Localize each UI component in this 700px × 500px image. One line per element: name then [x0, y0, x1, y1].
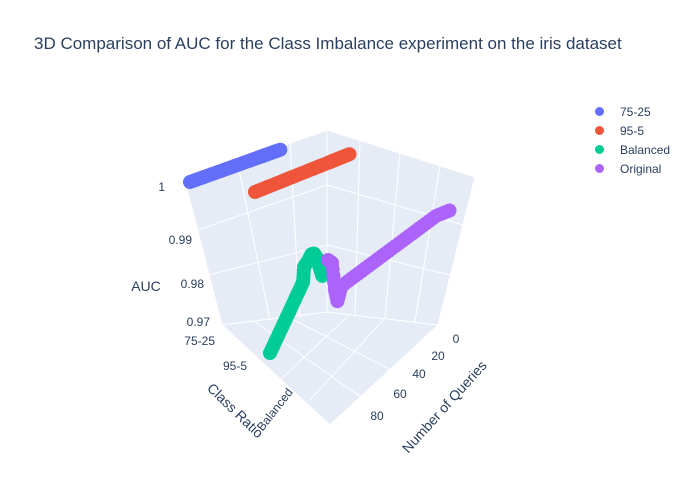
series-layer — [183, 142, 457, 360]
x-tick-label: 60 — [393, 387, 407, 401]
x-tick-label: 40 — [412, 367, 426, 381]
chart-title: 3D Comparison of AUC for the Class Imbal… — [34, 34, 622, 53]
y-tick-label: 95-5 — [223, 359, 247, 373]
x-tick-label: 80 — [370, 409, 384, 423]
floor-plane — [220, 311, 440, 426]
legend-marker — [595, 145, 604, 154]
x-tick-label: 0 — [453, 332, 460, 346]
y-tick-label: 75-25 — [184, 334, 215, 348]
series-original — [321, 203, 457, 309]
legend-label: Original — [620, 161, 662, 176]
legend-marker — [595, 126, 604, 135]
series-balanced — [263, 246, 330, 360]
legend-item[interactable]: 75-25 — [595, 102, 670, 121]
series-75-25 — [183, 142, 288, 189]
legend: 75-25 95-5 Balanced Original — [595, 102, 670, 178]
x-tick-label: 20 — [431, 349, 445, 363]
data-point[interactable] — [442, 203, 457, 218]
legend-label: 95-5 — [620, 123, 645, 138]
legend-item[interactable]: Original — [595, 159, 670, 178]
legend-label: Balanced — [620, 142, 671, 157]
z-tick-label: 0.98 — [181, 277, 205, 291]
z-tick-label: 0.97 — [187, 315, 211, 329]
data-point[interactable] — [273, 142, 288, 157]
legend-item[interactable]: Balanced — [595, 140, 670, 159]
z-tick-label: 1 — [158, 180, 165, 194]
z-tick-label: 0.99 — [169, 233, 193, 247]
series-95-5 — [248, 147, 357, 199]
legend-label: 75-25 — [620, 104, 651, 119]
legend-marker — [595, 107, 604, 116]
y-axis-title: Class Ratio — [204, 380, 267, 441]
legend-item[interactable]: 95-5 — [595, 121, 670, 140]
data-point[interactable] — [315, 268, 330, 283]
z-axis-title: AUC — [131, 278, 161, 294]
data-point[interactable] — [342, 147, 357, 162]
legend-marker — [595, 164, 604, 173]
